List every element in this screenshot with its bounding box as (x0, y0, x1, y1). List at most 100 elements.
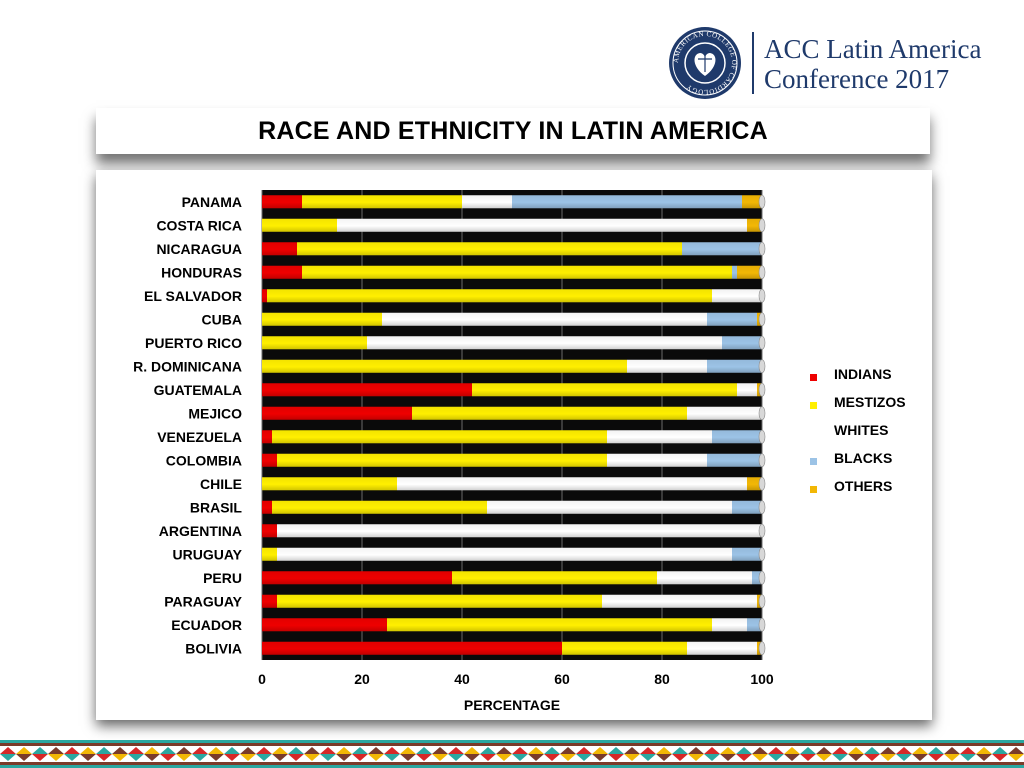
category-labels: PANAMA COSTA RICA NICARAGUA HONDURAS EL SALV… (133, 194, 243, 657)
plot-background (262, 190, 762, 660)
chart-panel: PANAMA COSTA RICA NICARAGUA HONDURAS EL SALV… (96, 170, 932, 720)
legend-swatch-others (810, 486, 817, 493)
bar-segment-shading (747, 618, 762, 632)
bar-end-cap (758, 617, 766, 632)
x-tick-labels: 0 20 40 60 80 100 (258, 671, 774, 687)
bar-segment-shading (607, 453, 707, 467)
bar-segment-shading (262, 406, 412, 420)
bar-end-cap (758, 570, 766, 585)
bar-segment-shading (262, 571, 452, 585)
legend-label: OTHERS (834, 478, 892, 494)
bar-segment-shading (722, 336, 762, 350)
bar-segment-shading (297, 242, 682, 256)
bar-end-cap (758, 312, 766, 327)
bar-segment-shading (272, 430, 607, 444)
legend-swatch-indians (810, 374, 817, 381)
bar-segment-shading (262, 547, 277, 561)
bar-segment-shading (732, 547, 762, 561)
category-label: BOLIVIA (185, 640, 242, 656)
bar-segment-shading (302, 265, 732, 279)
bar-segment-shading (262, 383, 472, 397)
bar-segment-shading (687, 406, 762, 420)
x-axis-title: PERCENTAGE (464, 697, 560, 713)
bar-segment-shading (262, 430, 272, 444)
bar-segment-shading (262, 359, 627, 373)
bar-segment-shading (512, 195, 742, 209)
legend-label: MESTIZOS (834, 394, 906, 410)
bar-end-cap (758, 594, 766, 609)
acc-seal-icon: AMERICAN COLLEGE OF CARDIOLOGY (669, 27, 741, 99)
bar-segment-shading (737, 265, 762, 279)
bar-segment-shading (712, 430, 762, 444)
bar-segment-shading (262, 289, 267, 303)
bar-segment-shading (262, 524, 277, 538)
bar-end-cap (758, 547, 766, 562)
category-label: CHILE (200, 476, 242, 492)
legend-label: BLACKS (834, 450, 892, 466)
category-label: BRASIL (190, 499, 243, 515)
bar-segment-shading (262, 265, 302, 279)
legend: INDIANS MESTIZOS WHITES BLACKS OTHERS (810, 366, 906, 494)
bar-segment-shading (262, 618, 387, 632)
plot-area (262, 190, 762, 660)
bars (262, 194, 766, 656)
bar-segment-shading (752, 571, 762, 585)
bar-segment-shading (682, 242, 762, 256)
bar-end-cap (758, 382, 766, 397)
bar-segment-shading (367, 336, 722, 350)
legend-label: INDIANS (834, 366, 892, 382)
bar-end-cap (758, 500, 766, 515)
bar-end-cap (758, 241, 766, 256)
decorative-footer-band (0, 740, 1024, 768)
conference-name-line2: Conference 2017 (764, 64, 950, 94)
bar-segment-shading (262, 242, 297, 256)
bar-segment-shading (302, 195, 462, 209)
bar-segment-shading (732, 265, 737, 279)
bar-segment-shading (262, 218, 337, 232)
category-label: PARAGUAY (164, 593, 242, 609)
bar-segment-shading (712, 289, 762, 303)
bar-segment-shading (707, 453, 762, 467)
legend-label: WHITES (834, 422, 888, 438)
bar-segment-shading (277, 594, 602, 608)
bar-segment-shading (607, 430, 712, 444)
bar-segment-shading (747, 477, 762, 491)
bar-segment-shading (562, 641, 687, 655)
conference-logo: AMERICAN COLLEGE OF CARDIOLOGY ACC Latin… (668, 26, 998, 104)
stacked-bar-chart: PANAMA COSTA RICA NICARAGUA HONDURAS EL SALV… (133, 190, 906, 713)
bar-segment-shading (712, 618, 747, 632)
bar-segment-shading (262, 500, 272, 514)
category-label: PERU (203, 570, 242, 586)
x-tick-label: 20 (354, 671, 370, 687)
bar-end-cap (758, 265, 766, 280)
bar-end-cap (758, 406, 766, 421)
bar-segment-shading (487, 500, 732, 514)
bar-segment-shading (267, 289, 712, 303)
category-label: PANAMA (182, 194, 242, 210)
category-label: ECUADOR (171, 617, 242, 633)
bar-segment-shading (262, 477, 397, 491)
x-tick-label: 60 (554, 671, 570, 687)
conference-name: ACC Latin America Conference 2017 (764, 34, 981, 94)
bar-segment-shading (337, 218, 747, 232)
bar-segment-shading (277, 453, 607, 467)
x-tick-label: 100 (750, 671, 774, 687)
x-tick-label: 40 (454, 671, 470, 687)
bar-segment-shading (707, 312, 757, 326)
bar-segment-shading (277, 524, 762, 538)
bar-segment-shading (262, 641, 562, 655)
bar-segment-shading (462, 195, 512, 209)
bar-segment-shading (747, 218, 762, 232)
category-label: EL SALVADOR (144, 288, 242, 304)
chart-title: RACE AND ETHNICITY IN LATIN AMERICA (258, 116, 768, 145)
bar-segment-shading (707, 359, 762, 373)
bar-segment-shading (657, 571, 752, 585)
bar-end-cap (758, 641, 766, 656)
bar-segment-shading (382, 312, 707, 326)
category-label: R. DOMINICANA (133, 358, 242, 374)
x-tick-label: 0 (258, 671, 266, 687)
bar-segment-shading (272, 500, 487, 514)
bar-end-cap (758, 218, 766, 233)
bar-segment-shading (687, 641, 757, 655)
x-tick-label: 80 (654, 671, 670, 687)
